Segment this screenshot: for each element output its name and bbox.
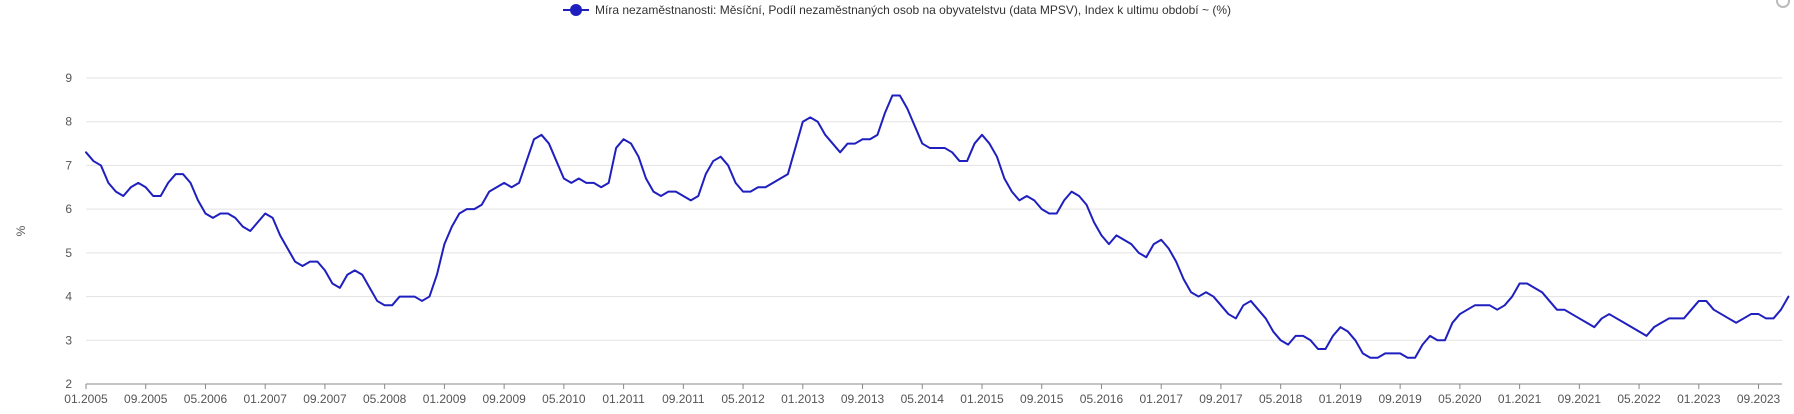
x-tick-label: 01.2021 [1498,392,1542,406]
x-tick-label: 09.2011 [662,392,705,406]
x-tick-label: 05.2012 [721,392,765,406]
y-tick-label: 3 [65,333,72,347]
x-tick-label: 01.2019 [1319,392,1363,406]
x-tick-label: 01.2013 [781,392,825,406]
legend-label: Míra nezaměstnanosti: Měsíční, Podíl nez… [595,3,1231,17]
x-tick-label: 09.2015 [1020,392,1064,406]
x-tick-label: 09.2019 [1378,392,1422,406]
x-tick-label: 05.2006 [184,392,228,406]
x-tick-label: 05.2010 [542,392,586,406]
x-tick-label: 09.2023 [1737,392,1781,406]
y-tick-label: 4 [65,290,72,304]
x-tick-label: 05.2018 [1259,392,1303,406]
y-tick-label: 9 [65,71,72,85]
x-tick-label: 05.2008 [363,392,407,406]
y-tick-label: 2 [65,377,72,391]
chart-menu-icon[interactable] [1776,0,1790,8]
legend-item-unemployment-rate[interactable]: Míra nezaměstnanosti: Měsíční, Podíl nez… [563,3,1231,17]
series-layer [85,94,1790,359]
y-tick-label: 5 [65,246,72,260]
x-tick-label: 09.2007 [303,392,347,406]
x-tick-label: 09.2021 [1558,392,1602,406]
x-tick-label: 09.2017 [1199,392,1243,406]
x-tick-label: 09.2005 [124,392,168,406]
x-tick-label: 01.2017 [1140,392,1184,406]
x-tick-label: 01.2007 [244,392,288,406]
x-tick-label: 01.2023 [1677,392,1721,406]
x-tick-label: 09.2009 [482,392,526,406]
x-tick-label: 01.2011 [602,392,645,406]
legend-marker-icon [563,4,589,16]
legend: Míra nezaměstnanosti: Měsíční, Podíl nez… [0,0,1794,20]
x-tick-label: 01.2015 [960,392,1004,406]
gridlines [86,77,1782,341]
series-line-unemployment-rate[interactable] [85,94,1790,359]
y-tick-label: 8 [65,115,72,129]
x-tick-label: 05.2014 [901,392,945,406]
x-tick-label: 01.2009 [423,392,467,406]
y-axis-label: % [14,225,28,236]
x-tick-label: 09.2013 [841,392,885,406]
axes: 2 3 4 5 6 7 8 9 01.2005 09.2005 05.2006 01.2007 09.2… [64,71,1782,406]
x-tick-label: 05.2020 [1438,392,1482,406]
y-tick-label: 7 [65,158,72,172]
x-tick-label: 05.2016 [1080,392,1124,406]
y-tick-label: 6 [65,202,72,216]
x-tick-label: 01.2005 [64,392,108,406]
x-tick-label: 05.2022 [1617,392,1661,406]
